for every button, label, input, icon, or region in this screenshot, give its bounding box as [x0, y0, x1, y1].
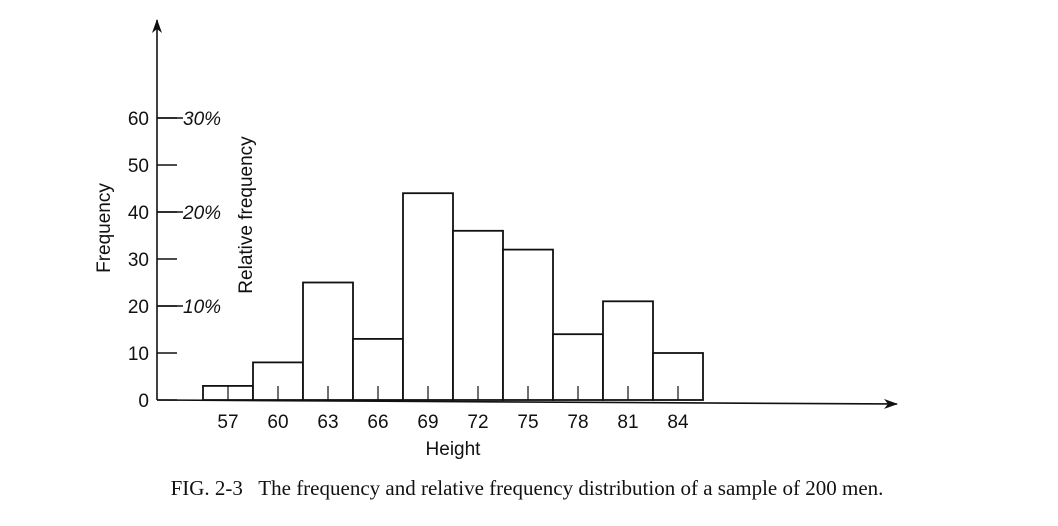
x-tick-label: 72	[467, 412, 488, 433]
x-tick-label: 60	[267, 412, 288, 433]
x-tick-labels: 57 60 63 66 69 72 75 78 81 84	[217, 412, 689, 433]
x-tick-label: 78	[567, 412, 588, 433]
y-axis-label: Frequency	[94, 183, 115, 273]
y-tick-label: 40	[128, 203, 149, 224]
y-tick-label: 60	[128, 109, 149, 130]
histogram-bar	[452, 229, 504, 401]
x-tick-label: 57	[217, 412, 238, 433]
relative-frequency-axis-label: Relative frequency	[236, 136, 257, 294]
y-tick-label: 30	[128, 250, 149, 271]
relative-frequency-tick-label: 20%	[182, 203, 221, 224]
histogram-bar	[302, 281, 354, 401]
x-tick-label: 69	[417, 412, 438, 433]
y-tick-label: 0	[138, 391, 149, 412]
relative-frequency-tick-label: 10%	[183, 297, 221, 318]
x-tick-label: 63	[317, 412, 338, 433]
y-tick-label: 50	[128, 156, 149, 177]
histogram-bar	[502, 248, 554, 401]
figure-caption: FIG. 2-3 The frequency and relative freq…	[171, 476, 884, 500]
x-axis-label: Height	[426, 439, 482, 460]
bars	[202, 192, 704, 401]
relative-frequency-ticks: 10% 20% 30%	[157, 109, 221, 318]
x-tick-label: 75	[517, 412, 538, 433]
x-tick-label: 66	[367, 412, 388, 433]
y-tick-label: 10	[128, 344, 149, 365]
y-tick-label: 20	[128, 297, 149, 318]
relative-frequency-tick-label: 30%	[183, 109, 221, 130]
histogram-bar	[602, 300, 654, 401]
x-tick-label: 81	[617, 412, 638, 433]
y-ticks: 0 10 20 30 40 50 60	[128, 109, 177, 412]
histogram-bar	[402, 192, 454, 401]
x-tick-label: 84	[667, 412, 689, 433]
